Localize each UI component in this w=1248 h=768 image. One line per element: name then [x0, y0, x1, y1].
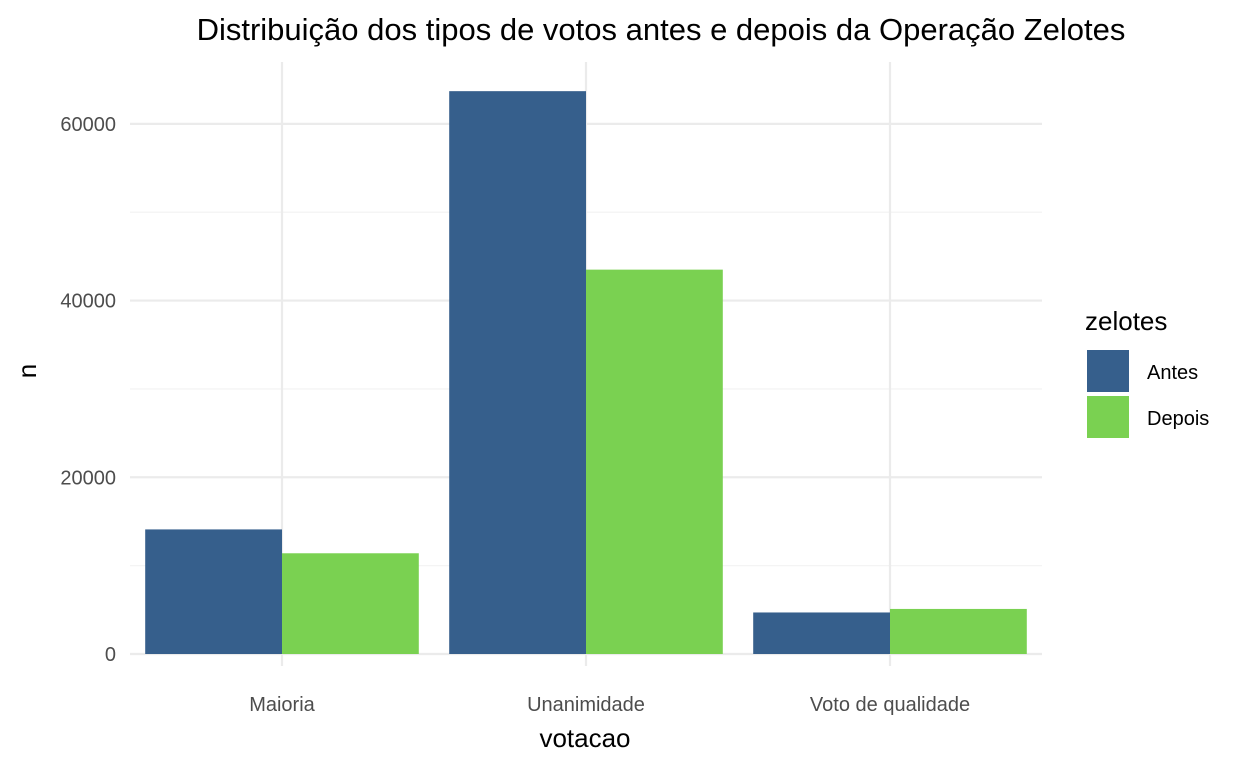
y-tick-label: 20000 — [60, 467, 116, 489]
legend-swatch-depois — [1087, 396, 1129, 438]
x-axis-ticks: Maioria Unanimidade Voto de qualidade — [249, 694, 970, 716]
legend-swatch-antes — [1087, 350, 1129, 392]
chart-title: Distribuição dos tipos de votos antes e … — [197, 12, 1126, 47]
y-tick-label: 60000 — [60, 114, 116, 136]
x-tick-label: Maioria — [249, 694, 315, 716]
bar-antes-maioria — [145, 529, 282, 654]
legend-title: zelotes — [1085, 306, 1167, 336]
y-axis-ticks: 0 20000 40000 60000 — [60, 114, 116, 666]
bar-depois-voto-de-qualidade — [890, 608, 1027, 654]
legend-label-antes: Antes — [1147, 362, 1198, 384]
x-tick-label: Voto de qualidade — [810, 694, 970, 716]
bars — [145, 91, 1027, 655]
bar-antes-voto-de-qualidade — [753, 612, 890, 654]
y-axis-title: n — [12, 364, 42, 378]
legend: zelotes Antes Depois — [1085, 306, 1209, 438]
bar-depois-unanimidade — [586, 269, 723, 654]
bar-depois-maioria — [282, 553, 419, 654]
y-tick-label: 0 — [105, 644, 116, 666]
x-axis-title: votacao — [539, 723, 630, 753]
x-tick-label: Unanimidade — [527, 694, 645, 716]
y-tick-label: 40000 — [60, 291, 116, 313]
bar-antes-unanimidade — [449, 91, 586, 655]
legend-label-depois: Depois — [1147, 408, 1209, 430]
